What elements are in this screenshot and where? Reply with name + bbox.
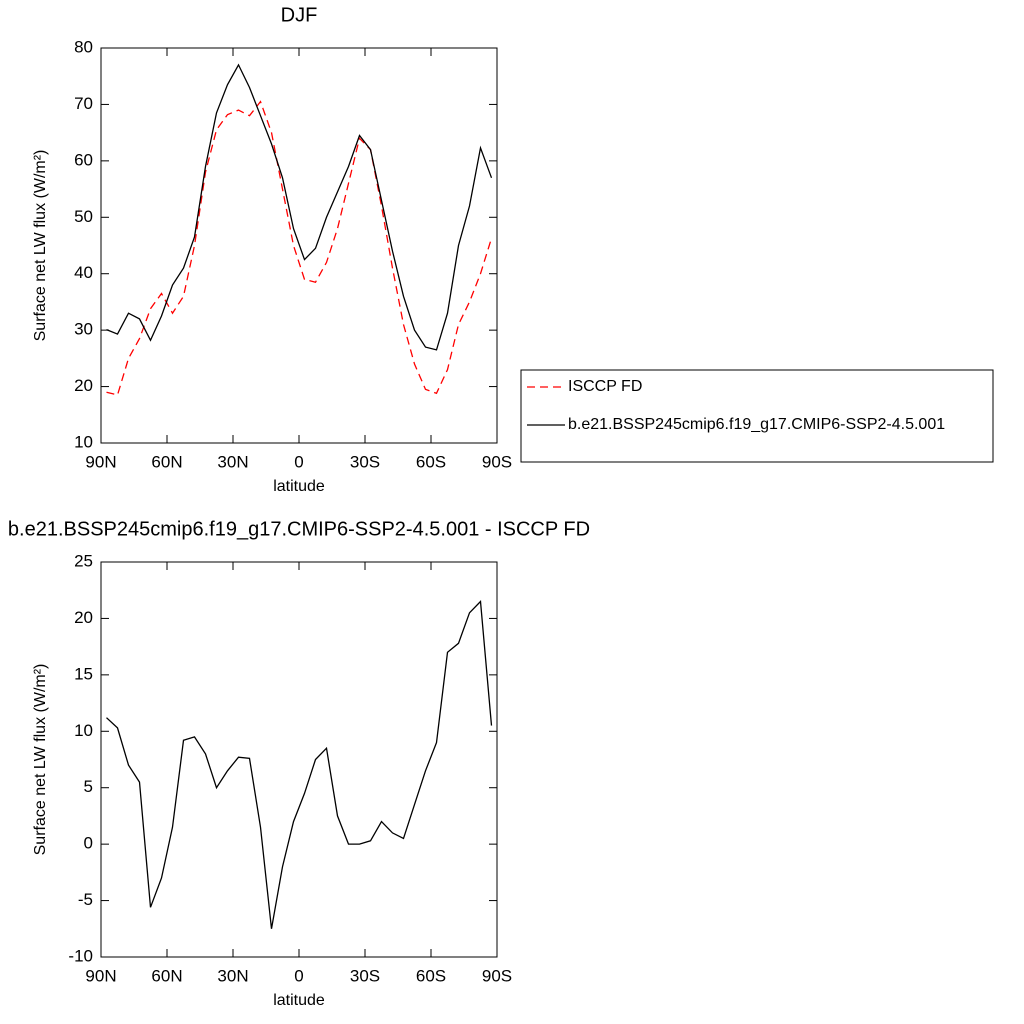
x-tick-label: 90N (85, 452, 116, 471)
y-tick-label: 25 (74, 551, 93, 570)
data-line (106, 100, 493, 396)
y-tick-label: 15 (74, 664, 93, 683)
y-tick-label: 60 (74, 150, 93, 169)
legend-box (520, 369, 994, 463)
y-axis-label: Surface net LW flux (W/m²) (32, 664, 49, 856)
y-tick-label: -10 (68, 946, 93, 965)
y-tick-label: 20 (74, 608, 93, 627)
y-tick-label: 20 (74, 376, 93, 395)
x-axis-label: latitude (273, 478, 325, 495)
x-tick-label: 90N (85, 966, 116, 985)
y-tick-label: 10 (74, 721, 93, 740)
x-tick-label: 0 (294, 452, 303, 471)
x-tick-label: 60N (151, 966, 182, 985)
y-tick-label: 80 (74, 37, 93, 56)
y-tick-label: 50 (74, 207, 93, 226)
legend-label: ISCCP FD (568, 378, 642, 395)
x-tick-label: 90S (482, 452, 512, 471)
y-tick-label: 10 (74, 432, 93, 451)
data-line (106, 600, 493, 929)
x-axis-label: latitude (273, 992, 325, 1009)
plot-frame (100, 561, 498, 958)
x-tick-label: 0 (294, 966, 303, 985)
x-tick-label: 60S (416, 966, 446, 985)
y-tick-label: 70 (74, 94, 93, 113)
chart-title: b.e21.BSSP245cmip6.f19_g17.CMIP6-SSP2-4.… (8, 518, 590, 540)
y-tick-label: 40 (74, 263, 93, 282)
y-tick-label: 5 (84, 777, 93, 796)
x-tick-label: 60S (416, 452, 446, 471)
x-tick-label: 90S (482, 966, 512, 985)
x-tick-label: 30S (350, 966, 380, 985)
y-tick-label: 0 (84, 834, 93, 853)
legend-label: b.e21.BSSP245cmip6.f19_g17.CMIP6-SSP2-4.… (568, 416, 945, 433)
x-tick-label: 30N (217, 966, 248, 985)
chart-title: DJF (281, 4, 318, 26)
y-axis-label: Surface net LW flux (W/m²) (32, 150, 49, 342)
y-tick-label: 30 (74, 320, 93, 339)
data-line (106, 63, 493, 351)
x-tick-label: 30N (217, 452, 248, 471)
y-tick-label: -5 (78, 890, 93, 909)
x-tick-label: 30S (350, 452, 380, 471)
x-tick-label: 60N (151, 452, 182, 471)
